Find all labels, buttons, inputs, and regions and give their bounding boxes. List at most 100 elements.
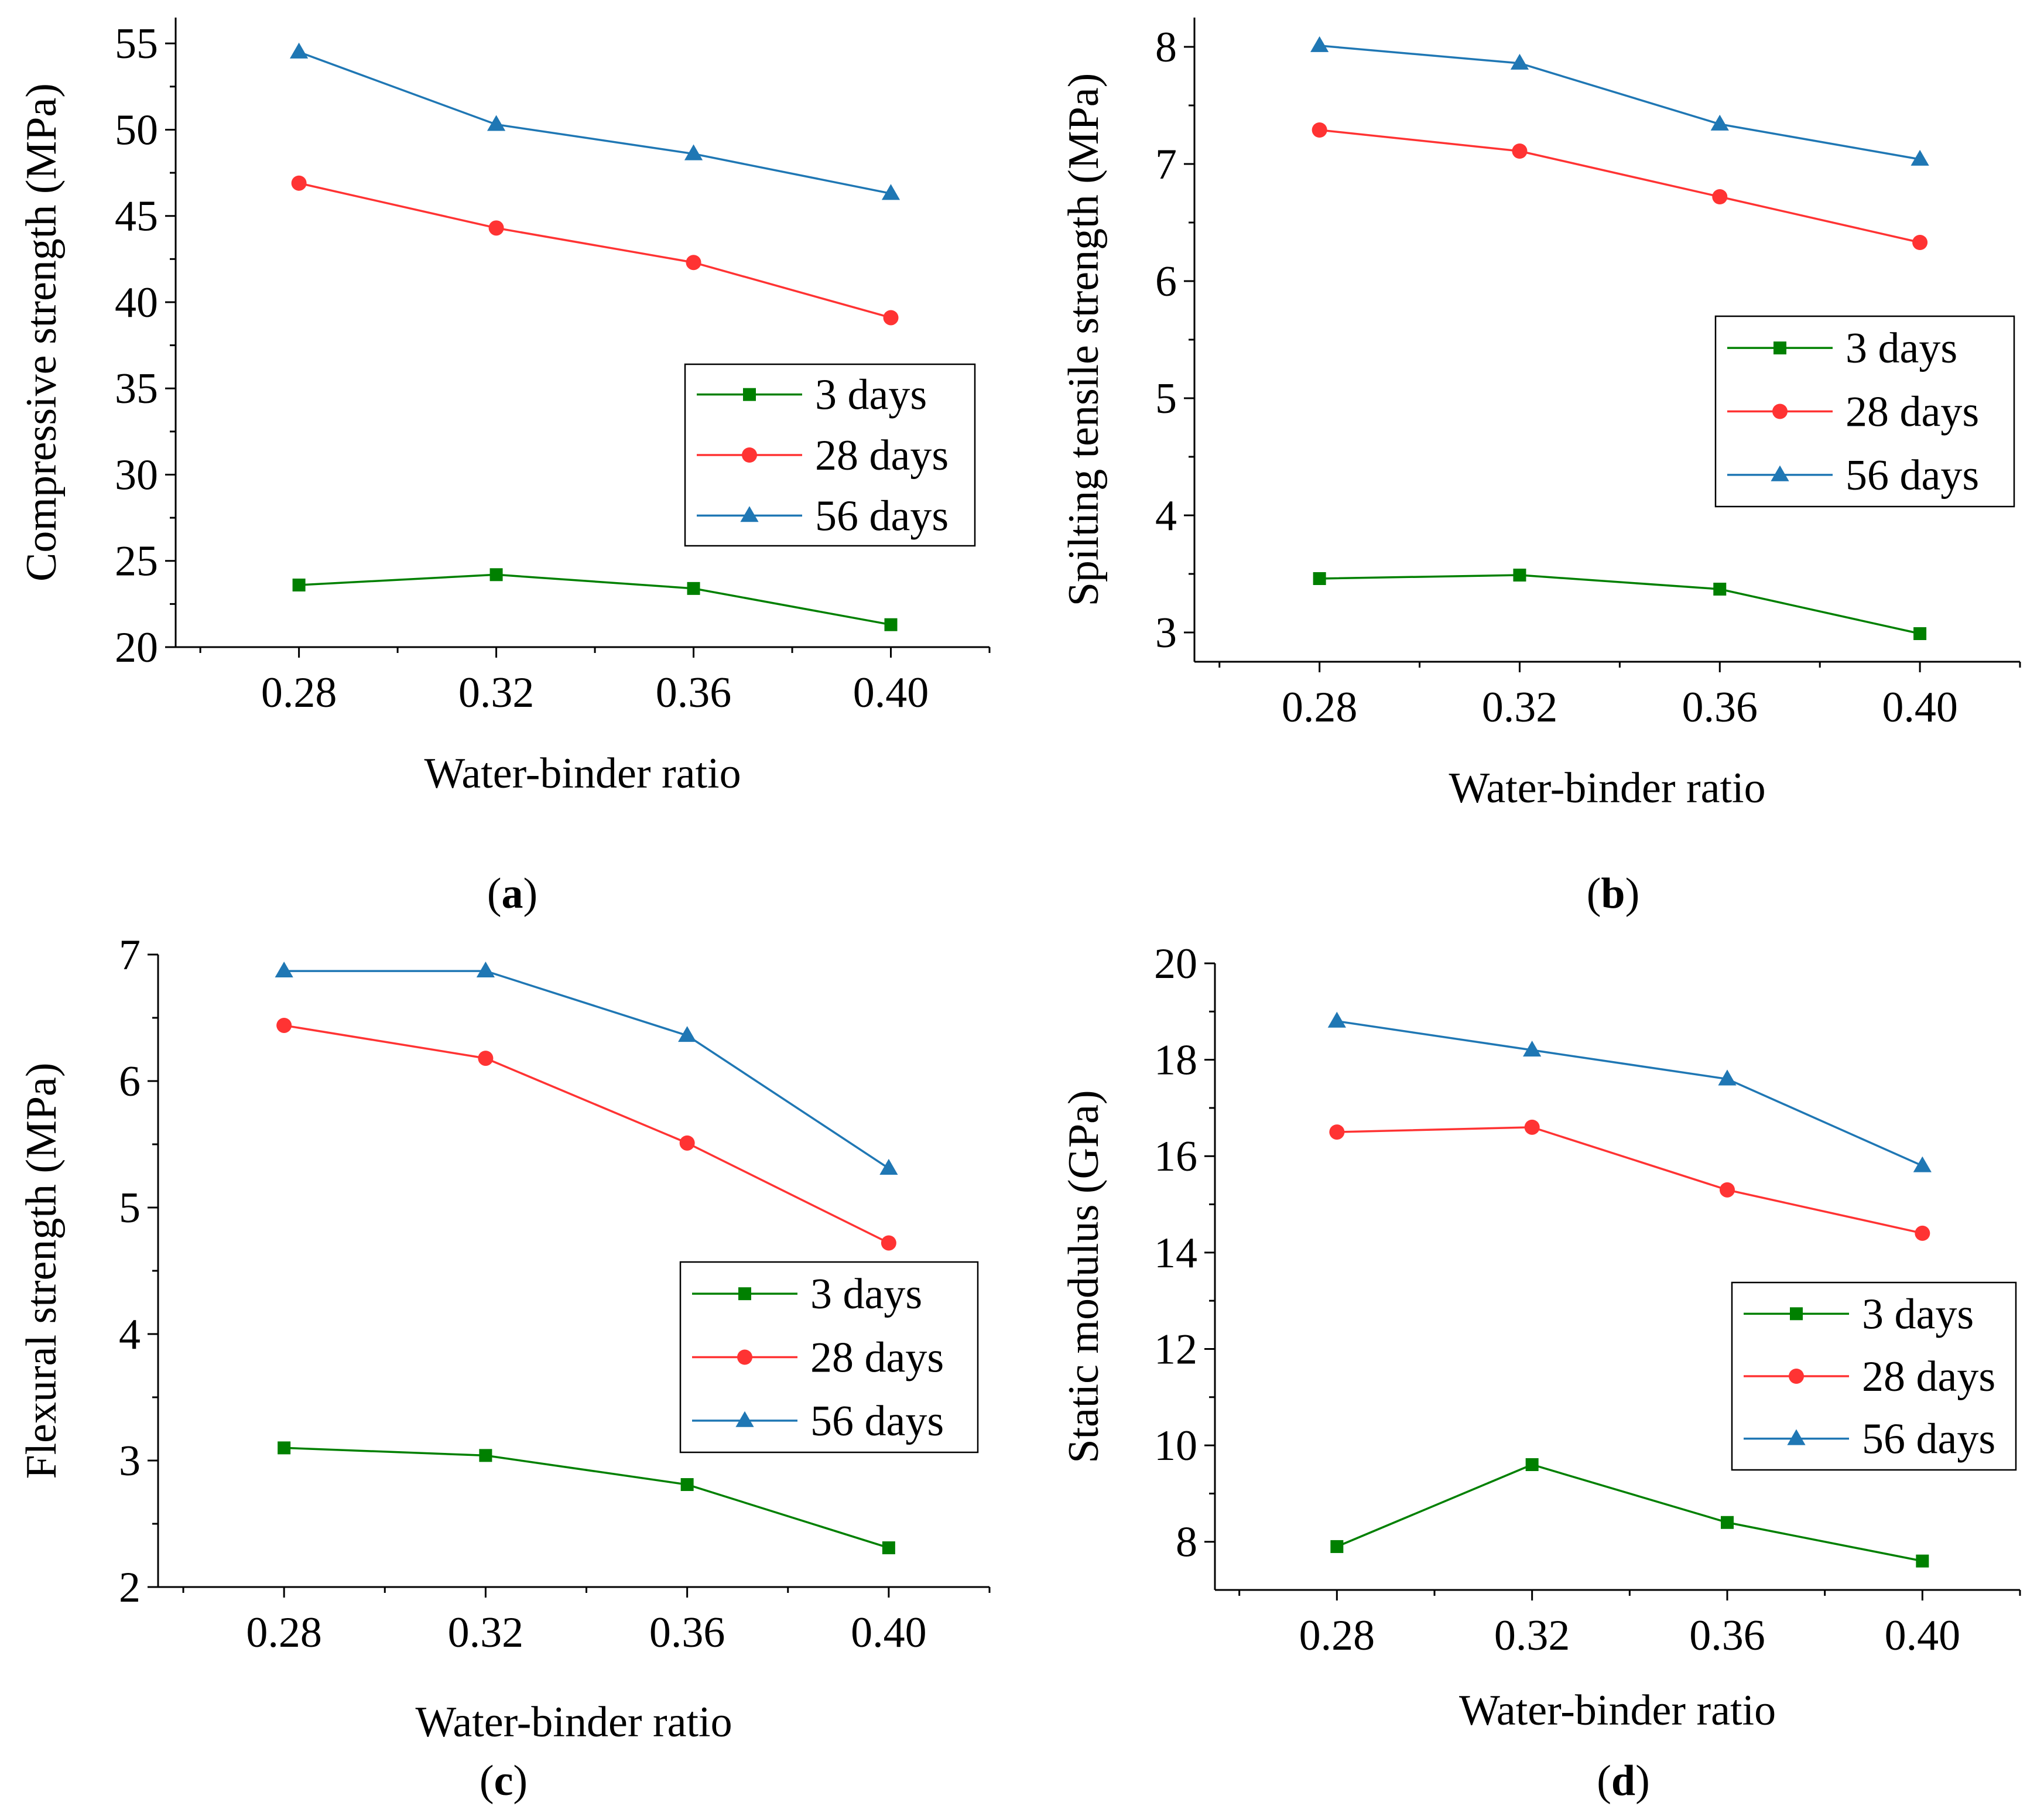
legend-swatch-marker — [1790, 1307, 1803, 1321]
data-point-3-days — [1525, 1458, 1539, 1471]
legend-entry-label: 3 days — [1862, 1290, 1974, 1338]
y-tick-label: 5 — [119, 1184, 141, 1232]
data-point-28-days — [488, 220, 504, 236]
series-line-28-days — [299, 182, 891, 319]
data-point-28-days — [1912, 235, 1928, 250]
legend: 3 days 28 days 56 days — [1714, 315, 2015, 508]
data-point-3-days — [1513, 569, 1526, 582]
legend-swatch-marker — [735, 1411, 754, 1427]
y-tick-label: 30 — [115, 451, 158, 499]
data-point-3-days — [278, 1441, 291, 1455]
series-line-28-days — [1319, 129, 1920, 244]
data-point-3-days — [1913, 627, 1927, 640]
legend: 3 days 28 days 56 days — [684, 363, 976, 547]
y-tick-label: 6 — [1155, 258, 1177, 306]
chart-panel-a: 20 25 30 35 40 45 50 55 0.28 0.32 0.36 0.40 Water-bi… — [18, 18, 991, 918]
data-point-3-days — [1916, 1554, 1929, 1568]
legend-swatch-marker — [1772, 403, 1788, 419]
x-tick-label: 0.36 — [1682, 683, 1758, 731]
data-point-28-days — [1512, 143, 1528, 159]
data-point-3-days — [884, 618, 898, 631]
data-point-28-days — [883, 310, 899, 326]
data-point-3-days — [479, 1449, 492, 1462]
y-tick-label: 18 — [1154, 1037, 1197, 1085]
y-tick-label: 25 — [115, 538, 158, 586]
series-line-3-days — [284, 1446, 889, 1549]
legend-entry-label: 56 days — [815, 492, 949, 540]
legend-swatch-marker — [1789, 1369, 1804, 1384]
series-line-28-days — [1337, 1126, 1923, 1234]
data-point-28-days — [1312, 122, 1327, 138]
x-tick-label: 0.36 — [1689, 1612, 1765, 1660]
data-point-56-days — [1913, 1156, 1932, 1172]
data-point-56-days — [678, 1026, 697, 1042]
y-tick-label: 5 — [1155, 375, 1177, 423]
series-line-3-days — [1319, 574, 1920, 635]
data-point-56-days — [879, 1158, 898, 1175]
legend-swatch-marker — [742, 447, 757, 463]
panel-label: (c) — [480, 1757, 528, 1805]
x-tick-label: 0.32 — [1482, 683, 1558, 731]
x-tick-label: 0.32 — [448, 1609, 524, 1657]
legend-entry-label: 3 days — [1846, 324, 1957, 372]
legend-swatch-marker — [1771, 465, 1789, 481]
y-tick-label: 20 — [1154, 940, 1197, 988]
y-axis-title: Static modulus (GPa) — [1060, 1090, 1108, 1463]
y-tick-label: 40 — [115, 279, 158, 327]
y-tick-label: 3 — [1155, 609, 1177, 657]
chart-panel-d: 8 10 12 14 16 18 20 0.28 0.32 0.36 0.40 Water-binde… — [1060, 940, 2021, 1805]
series-line-28-days — [283, 1024, 889, 1244]
y-tick-label: 16 — [1154, 1133, 1197, 1181]
legend-swatch-marker — [743, 388, 756, 401]
y-axis-title: Flexural strength (MPa) — [18, 1062, 66, 1479]
x-tick-label: 0.40 — [851, 1609, 927, 1657]
x-tick-label: 0.40 — [1885, 1612, 1961, 1660]
legend-swatch-marker — [1773, 341, 1786, 355]
x-tick-label: 0.40 — [1882, 683, 1958, 731]
legend-swatch-marker — [738, 1287, 751, 1301]
chart-panel-c: 2 3 4 5 6 7 0.28 0.32 0.36 0.40 Water-binder ratio… — [18, 931, 991, 1805]
legend-entry-label: 28 days — [815, 432, 949, 480]
y-tick-label: 7 — [119, 931, 141, 979]
y-tick-label: 8 — [1155, 23, 1177, 71]
y-tick-label: 20 — [115, 624, 158, 672]
y-tick-label: 3 — [119, 1437, 141, 1485]
y-axis-title: Compressive strength (MPa) — [18, 83, 66, 582]
legend-entry-label: 28 days — [1862, 1353, 1995, 1401]
data-point-3-days — [292, 578, 306, 591]
data-point-56-days — [476, 961, 495, 977]
y-tick-label: 12 — [1154, 1325, 1197, 1373]
y-tick-label: 50 — [115, 106, 158, 154]
data-point-28-days — [881, 1235, 896, 1251]
data-point-3-days — [882, 1541, 895, 1555]
panel-label: (b) — [1587, 870, 1639, 918]
y-tick-label: 45 — [115, 193, 158, 241]
data-point-28-days — [1720, 1182, 1735, 1198]
data-point-56-days — [1911, 149, 1929, 166]
series-line-56-days — [1337, 1020, 1923, 1167]
data-point-28-days — [679, 1135, 695, 1151]
data-point-3-days — [489, 568, 503, 582]
y-tick-label: 10 — [1154, 1422, 1197, 1470]
y-axis-title: Spilting tensile strength (MPa) — [1060, 73, 1108, 607]
series-line-56-days — [299, 51, 891, 195]
legend-entry-label: 28 days — [810, 1334, 944, 1382]
data-point-3-days — [680, 1478, 694, 1492]
data-point-28-days — [291, 175, 307, 191]
y-tick-label: 35 — [115, 365, 158, 413]
legend-swatch-marker — [737, 1349, 752, 1365]
data-point-56-days — [881, 184, 901, 200]
legend-entry-label: 3 days — [810, 1270, 922, 1318]
data-point-56-days — [1523, 1041, 1542, 1057]
x-axis-title: Water-binder ratio — [424, 750, 741, 798]
data-point-56-days — [1710, 114, 1729, 131]
data-point-56-days — [1510, 53, 1529, 70]
x-tick-label: 0.28 — [261, 669, 337, 717]
legend: 3 days 28 days 56 days — [679, 1261, 979, 1454]
data-point-28-days — [478, 1051, 494, 1066]
x-axis-title: Water-binder ratio — [415, 1698, 732, 1746]
y-tick-label: 2 — [119, 1564, 141, 1612]
data-point-3-days — [1713, 583, 1727, 596]
x-axis-title: Water-binder ratio — [1459, 1687, 1776, 1735]
chart-panel-b: 3 4 5 6 7 8 0.28 0.32 0.36 0.40 Water-binder ratio… — [1060, 18, 2021, 918]
